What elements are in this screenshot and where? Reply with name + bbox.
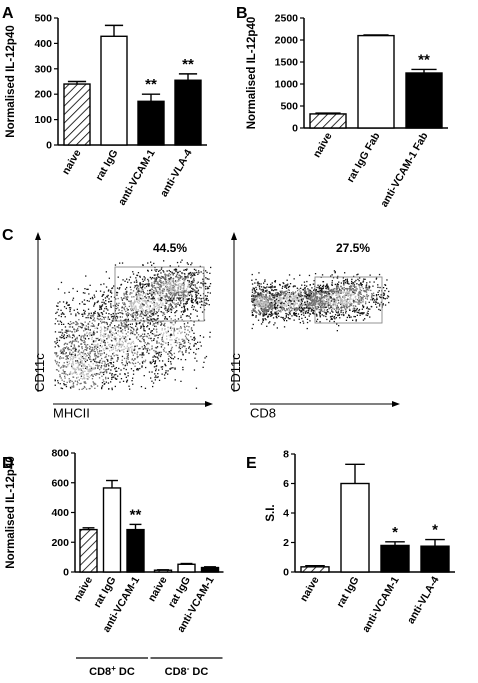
chart-d-category-label: naive bbox=[146, 574, 170, 603]
panel-b-letter: B bbox=[236, 5, 248, 22]
chart-e-ytick-label: 0 bbox=[283, 567, 289, 579]
chart-e: 0 2 4 6 8 S.I. naive rat IgG * anti-VCAM-1 * anti-V… bbox=[265, 449, 455, 635]
chart-a-ytick-label: 400 bbox=[34, 38, 52, 50]
chart-a-ytick-label: 0 bbox=[46, 140, 52, 152]
chart-b-ytick-label: 2000 bbox=[275, 35, 299, 47]
chart-e-ylabel: S.I. bbox=[265, 504, 277, 521]
chart-d-ytick-label: 800 bbox=[51, 448, 69, 460]
gate-right bbox=[314, 276, 383, 324]
chart-e-category-label: rat IgG bbox=[334, 575, 361, 610]
flow-right-ylabel: CD11c bbox=[228, 353, 243, 392]
chart-b-bar bbox=[357, 34, 395, 129]
chart-b-ytick-label: 500 bbox=[280, 101, 298, 113]
chart-b-ytick-label: 1000 bbox=[275, 79, 299, 91]
chart-d-bar bbox=[200, 566, 220, 573]
gate-left bbox=[114, 266, 205, 322]
chart-e-bar bbox=[380, 544, 410, 573]
chart-a-ytick-label: 100 bbox=[34, 114, 52, 126]
chart-d-significance: ** bbox=[130, 506, 142, 523]
chart-a-ytick-label: 200 bbox=[34, 89, 52, 101]
flow-plot-left: 44.5% CD11c MHCII bbox=[32, 232, 213, 421]
flow-left-ylabel: CD11c bbox=[32, 353, 47, 392]
chart-e-ytick-label: 4 bbox=[283, 508, 289, 520]
chart-a: 0 100 200 300 400 500 Normalised IL-12p40 naive… bbox=[5, 13, 207, 208]
chart-e-significance: * bbox=[432, 522, 438, 539]
panel-e-letter: E bbox=[246, 455, 257, 472]
chart-e-category-label: anti-VCAM-1 bbox=[360, 574, 402, 634]
chart-a-bar bbox=[100, 35, 128, 146]
chart-e-bar bbox=[300, 566, 330, 573]
flow-plot-right: 27.5% CD11c CD8 bbox=[228, 232, 400, 421]
chart-d-category-label: naive bbox=[71, 574, 95, 603]
chart-a-bar bbox=[137, 100, 165, 146]
chart-b-bar bbox=[405, 72, 443, 129]
chart-d-ytick-label: 200 bbox=[51, 537, 69, 549]
chart-a-significance: ** bbox=[145, 76, 157, 93]
chart-a-ytick-label: 300 bbox=[34, 63, 52, 75]
chart-b-category-label: rat IgG Fab bbox=[344, 131, 382, 185]
chart-b-ylabel: Normalised IL-12p40 bbox=[246, 17, 258, 129]
panel-a-letter: A bbox=[2, 5, 14, 22]
chart-e-ytick-label: 2 bbox=[283, 537, 289, 549]
chart-d-bar bbox=[126, 528, 145, 573]
chart-e-ytick-label: 6 bbox=[283, 478, 289, 490]
chart-a-significance: ** bbox=[182, 56, 194, 73]
chart-d-bar bbox=[153, 569, 173, 573]
chart-a-category-label: anti-VCAM-1 bbox=[116, 147, 158, 207]
chart-d-bar bbox=[102, 487, 122, 573]
chart-b-significance: ** bbox=[418, 51, 430, 68]
chart-b-ytick-label: 2500 bbox=[275, 13, 299, 25]
chart-a-ylabel: Normalised IL-12p40 bbox=[5, 25, 17, 137]
chart-d-ytick-label: 600 bbox=[51, 477, 69, 489]
chart-d-bar bbox=[177, 563, 196, 573]
chart-a-category-label: naive bbox=[60, 147, 84, 176]
chart-e-category-label: anti-VLA-4 bbox=[405, 574, 442, 626]
chart-a-category-label: rat IgG bbox=[93, 148, 120, 183]
chart-a-bar bbox=[63, 83, 91, 146]
chart-e-ytick-label: 8 bbox=[283, 449, 289, 461]
flow-right-xlabel: CD8 bbox=[250, 406, 276, 421]
chart-b: 0 500 1000 1500 2000 2500 Normalised IL-12p40 n… bbox=[246, 13, 448, 210]
panel-d-letter: D bbox=[2, 455, 14, 472]
chart-b-bar bbox=[309, 113, 347, 129]
chart-d-group-label: CD8- DC bbox=[165, 664, 209, 679]
chart-e-category-label: naive bbox=[298, 574, 322, 603]
chart-d-axes: 0 200 400 600 800 bbox=[51, 448, 224, 579]
chart-a-category-label: anti-VLA-4 bbox=[158, 147, 195, 199]
chart-d-ytick-label: 400 bbox=[51, 507, 69, 519]
chart-d-ylabel: Normalised IL-12p40 bbox=[5, 456, 17, 568]
chart-a-axes: 0 100 200 300 400 500 bbox=[34, 13, 207, 152]
chart-d-group-label: CD8+ DC bbox=[89, 664, 135, 679]
chart-b-ytick-label: 0 bbox=[292, 123, 298, 135]
gate-right-percent: 27.5% bbox=[336, 241, 370, 255]
chart-d-bar bbox=[79, 528, 98, 573]
chart-a-bar bbox=[174, 79, 202, 146]
chart-b-category-label: naive bbox=[311, 130, 335, 159]
flow-left-xlabel: MHCII bbox=[53, 406, 90, 421]
chart-d-ytick-label: 0 bbox=[63, 567, 69, 579]
chart-e-bar bbox=[340, 482, 370, 573]
chart-b-category-label: anti-VCAM-1 Fab bbox=[378, 131, 430, 210]
chart-e-significance: * bbox=[392, 524, 398, 541]
chart-e-bar bbox=[420, 545, 450, 573]
chart-b-ytick-label: 1500 bbox=[275, 57, 299, 69]
panel-c-letter: C bbox=[2, 227, 14, 244]
flow-left-density bbox=[54, 259, 212, 391]
chart-a-ytick-label: 500 bbox=[34, 13, 52, 25]
flow-right-density bbox=[251, 270, 390, 332]
gate-left-percent: 44.5% bbox=[153, 241, 187, 255]
